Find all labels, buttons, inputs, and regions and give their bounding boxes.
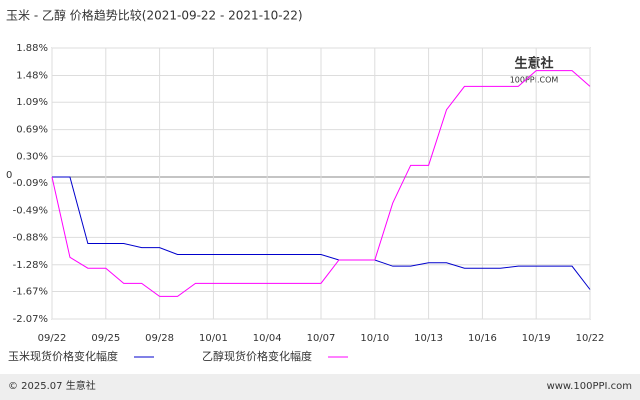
y-tick-label: -1.67% bbox=[13, 287, 48, 298]
y-tick-label: -1.28% bbox=[13, 260, 48, 271]
x-tick-label: 10/01 bbox=[199, 333, 228, 344]
series-line bbox=[52, 176, 591, 290]
y-tick-label: 0.30% bbox=[16, 151, 48, 162]
x-tick-label: 10/13 bbox=[414, 333, 443, 344]
x-tick-label: 10/10 bbox=[360, 333, 389, 344]
y-tick-label: -0.09% bbox=[13, 178, 48, 189]
y-tick-label: -0.88% bbox=[13, 232, 48, 243]
footer-left: © 2025.07 生意社 bbox=[8, 379, 96, 392]
x-tick-label: 10/07 bbox=[307, 333, 336, 344]
x-tick-label: 10/19 bbox=[522, 333, 551, 344]
x-tick-label: 09/22 bbox=[38, 333, 67, 344]
y-tick-label: 0 bbox=[6, 170, 12, 181]
y-tick-label: -0.49% bbox=[13, 206, 48, 217]
x-tick-label: 09/25 bbox=[91, 333, 120, 344]
watermark-url: 100PPI.COM bbox=[510, 76, 559, 85]
legend-label: 玉米现货价格变化幅度 bbox=[8, 349, 118, 363]
y-tick-label: -2.07% bbox=[13, 314, 48, 325]
y-tick-label: 1.09% bbox=[16, 97, 48, 108]
x-tick-label: 09/28 bbox=[145, 333, 174, 344]
watermark: 生意社 bbox=[514, 56, 553, 72]
x-tick-label: 10/22 bbox=[576, 333, 605, 344]
series-line bbox=[51, 70, 591, 297]
x-tick-label: 10/04 bbox=[253, 333, 282, 344]
x-tick-label: 10/16 bbox=[468, 333, 497, 344]
chart-title: 玉米 - 乙醇 价格趋势比较(2021-09-22 - 2021-10-22) bbox=[6, 8, 303, 23]
footer-right: www.100PPI.com bbox=[547, 381, 632, 392]
y-tick-label: 0.69% bbox=[16, 125, 48, 136]
footer-band bbox=[0, 374, 640, 400]
y-tick-label: 1.48% bbox=[16, 70, 48, 81]
y-tick-label: 1.88% bbox=[16, 43, 48, 54]
legend-label: 乙醇现货价格变化幅度 bbox=[202, 349, 312, 363]
